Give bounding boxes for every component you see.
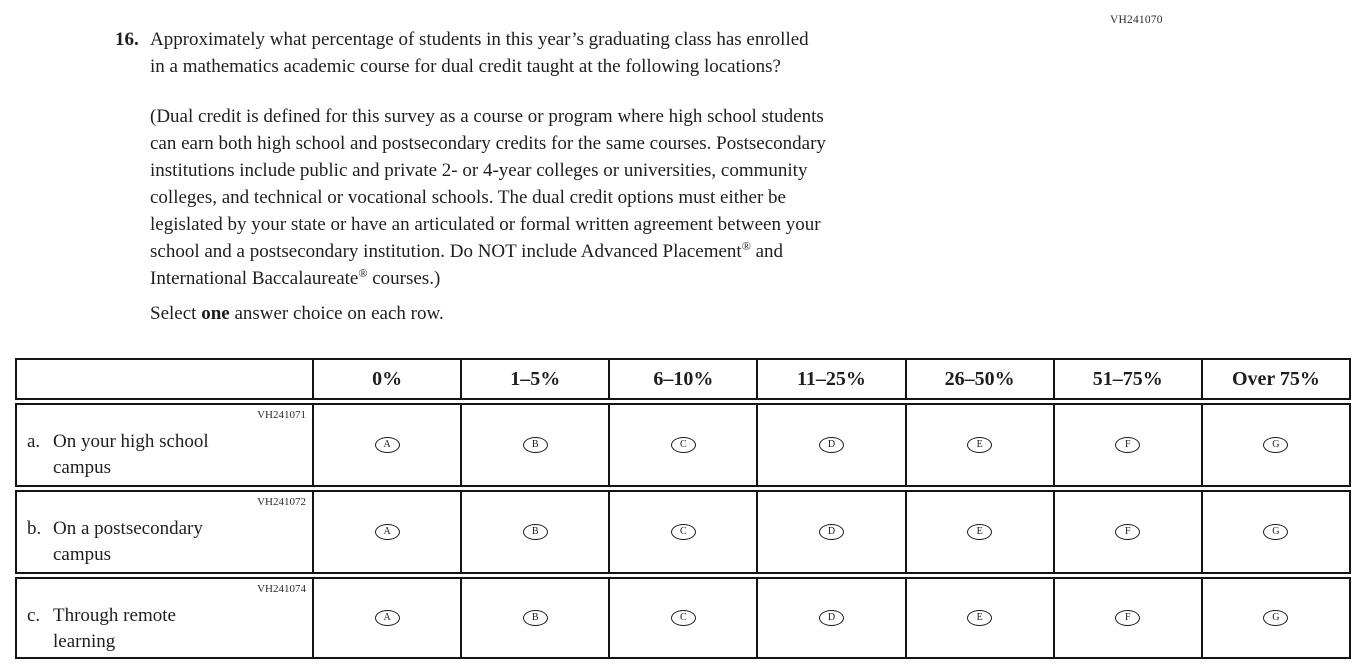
answer-cell: G [1200,492,1349,572]
option-bubble-c[interactable]: C [670,610,696,626]
question-number: 16. [115,29,139,50]
definition-text: (Dual credit is defined for this survey … [150,106,826,262]
option-bubble-d[interactable]: D [818,524,844,540]
row-letter: b. [27,518,42,539]
header-6-10pct: 6–10% [608,360,756,398]
row-code: VH241071 [257,409,306,421]
answer-table: 0% 1–5% 6–10% 11–25% 26–50% 51–75% Over … [15,358,1351,659]
answer-cell: E [904,579,1053,657]
header-11-25pct: 11–25% [756,360,904,398]
header-empty-cell [17,360,312,398]
row-label: a. On your high school campus [27,429,306,481]
row-code: VH241072 [257,496,306,508]
option-bubble-g[interactable]: G [1263,524,1289,540]
row-label-text: On your high school campus [53,431,209,478]
option-bubble-b[interactable]: B [522,610,548,626]
option-bubble-f[interactable]: F [1115,610,1141,626]
answer-cell: F [1052,579,1201,657]
option-bubble-a[interactable]: A [374,524,400,540]
definition-text: courses.) [367,268,441,289]
answer-cell: A [312,579,460,657]
answer-cell: C [608,579,756,657]
table-row-c-remote-learning: VH241074 c. Through remote learning A B … [15,577,1351,659]
answer-cell: G [1200,579,1349,657]
table-header-row: 0% 1–5% 6–10% 11–25% 26–50% 51–75% Over … [15,358,1351,400]
answer-cell: D [756,492,904,572]
row-code: VH241074 [257,583,306,595]
header-51-75pct: 51–75% [1052,360,1201,398]
header-1-5pct: 1–5% [460,360,608,398]
table-row-a-high-school-campus: VH241071 a. On your high school campus A… [15,403,1351,487]
option-bubble-a[interactable]: A [374,437,400,453]
option-bubble-a[interactable]: A [374,610,400,626]
option-bubble-b[interactable]: B [522,437,548,453]
option-bubble-b[interactable]: B [522,524,548,540]
option-bubble-d[interactable]: D [818,610,844,626]
row-label-cell: VH241074 c. Through remote learning [17,579,312,657]
answer-cell: D [756,579,904,657]
option-bubble-f[interactable]: F [1115,524,1141,540]
row-label-text: Through remote learning [53,605,176,652]
header-over-75pct: Over 75% [1200,360,1349,398]
option-bubble-e[interactable]: E [967,524,993,540]
instruction-text: Select one answer choice on each row. [150,303,444,324]
definition-text: and International Baccalaureate [150,241,784,289]
answer-cell: B [460,579,608,657]
answer-cell: G [1200,405,1349,485]
header-0pct: 0% [312,360,460,398]
question-16: 16. Approximately what percentage of stu… [115,26,1075,80]
option-bubble-g[interactable]: G [1263,437,1289,453]
option-bubble-g[interactable]: G [1263,610,1289,626]
row-letter: a. [27,431,41,452]
answer-cell: B [460,492,608,572]
answer-cell: E [904,492,1053,572]
answer-cell: F [1052,492,1201,572]
option-bubble-e[interactable]: E [967,437,993,453]
question-text: Approximately what percentage of student… [150,29,809,77]
header-26-50pct: 26–50% [904,360,1053,398]
registered-trademark-symbol: ® [358,266,368,280]
row-label: b. On a postsecondary campus [27,516,306,568]
answer-cell: F [1052,405,1201,485]
definition-paragraph: (Dual credit is defined for this survey … [150,103,1090,292]
option-bubble-e[interactable]: E [967,610,993,626]
answer-cell: E [904,405,1053,485]
answer-cell: C [608,405,756,485]
option-bubble-c[interactable]: C [670,437,696,453]
answer-cell: D [756,405,904,485]
row-label-cell: VH241071 a. On your high school campus [17,405,312,485]
answer-cell: C [608,492,756,572]
answer-cell: A [312,492,460,572]
answer-cell: B [460,405,608,485]
answer-cell: A [312,405,460,485]
option-bubble-c[interactable]: C [670,524,696,540]
option-bubble-f[interactable]: F [1115,437,1141,453]
row-letter: c. [27,605,41,626]
row-label: c. Through remote learning [27,603,306,655]
form-code: VH241070 [1110,14,1163,26]
table-row-b-postsecondary-campus: VH241072 b. On a postsecondary campus A … [15,490,1351,574]
registered-trademark-symbol: ® [741,239,751,253]
row-label-text: On a postsecondary campus [53,518,203,565]
row-label-cell: VH241072 b. On a postsecondary campus [17,492,312,572]
option-bubble-d[interactable]: D [818,437,844,453]
